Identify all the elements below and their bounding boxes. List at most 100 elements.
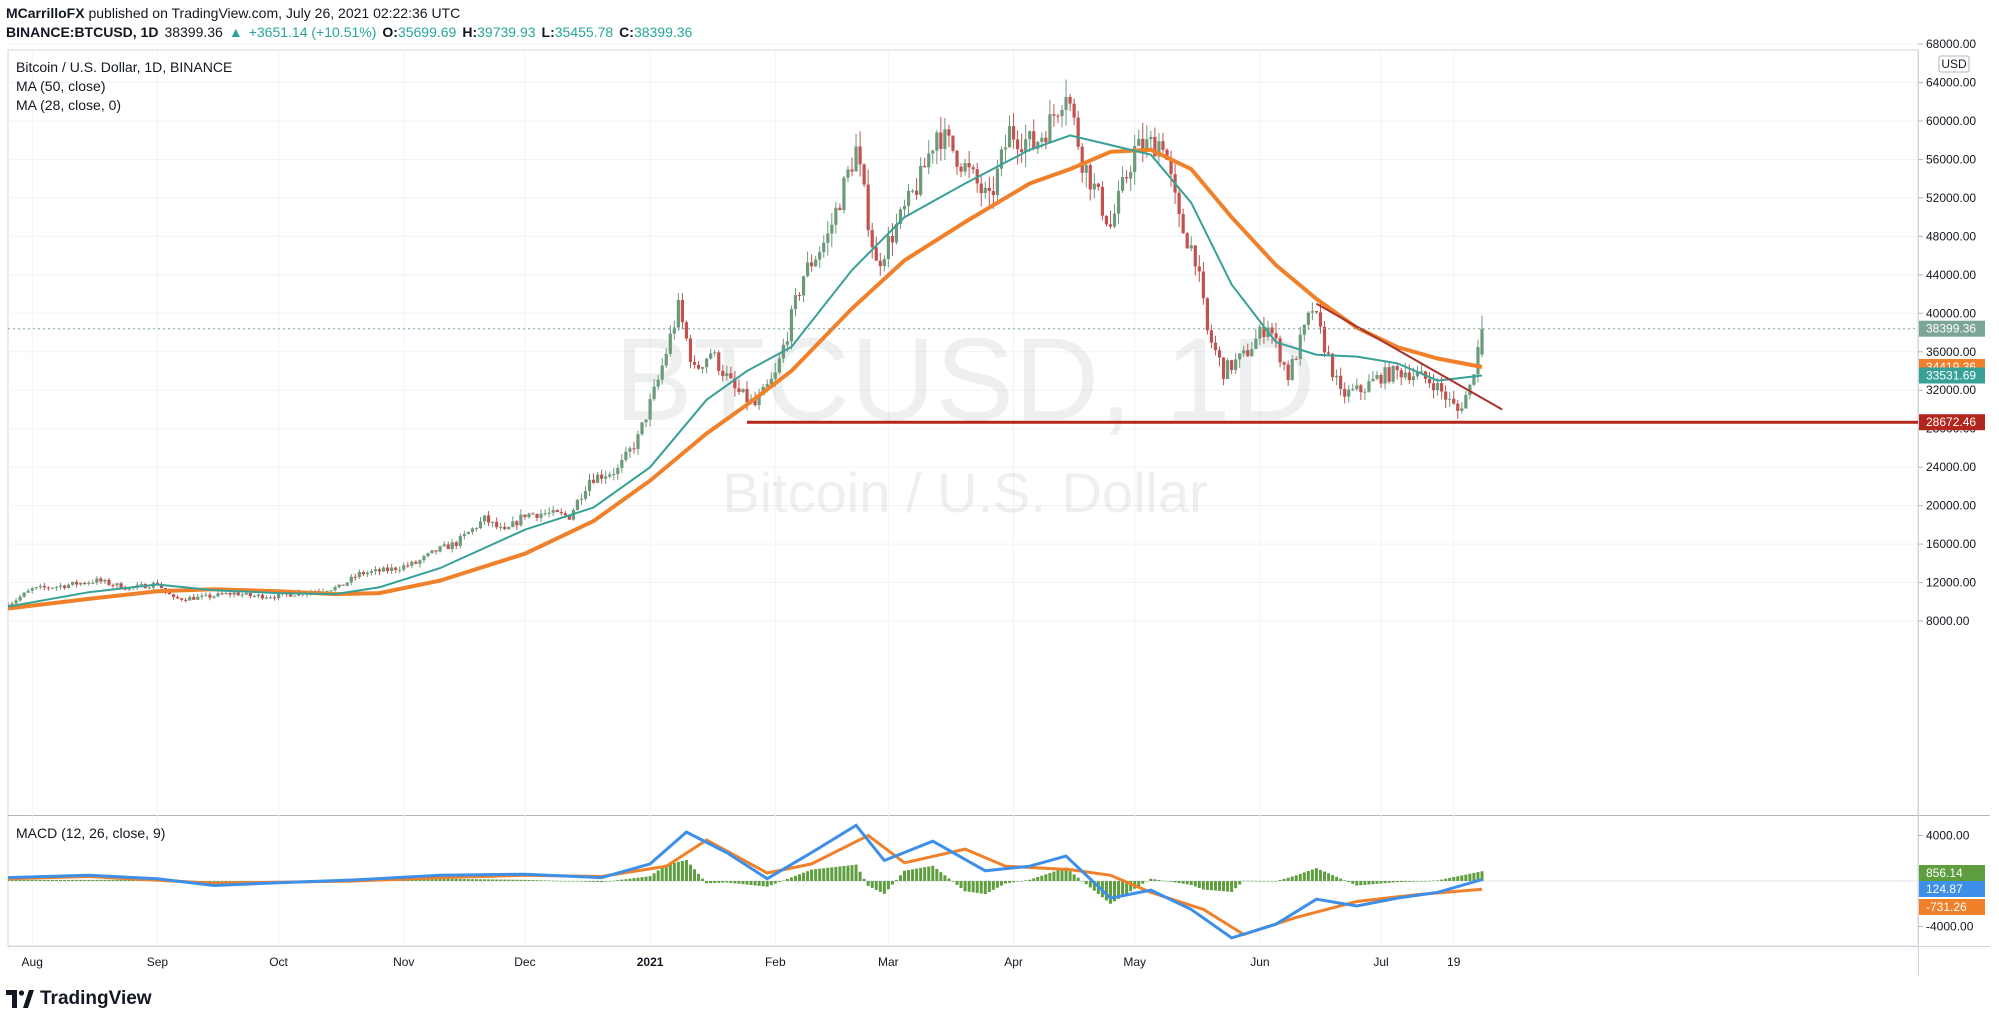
tradingview-logo-icon[interactable] <box>6 990 34 1008</box>
candle-body <box>434 550 438 552</box>
candle-body <box>858 146 862 165</box>
candle-body <box>959 166 963 172</box>
last-price-tag <box>1919 320 1985 337</box>
macd-hist-bar <box>1419 881 1423 882</box>
macd-hist-bar <box>761 881 765 887</box>
macd-hist-bar <box>749 881 753 886</box>
macd-hist-bar <box>927 866 931 881</box>
candle-body <box>1100 186 1104 216</box>
currency-badge[interactable] <box>1938 55 1970 73</box>
candle-body <box>1096 183 1100 187</box>
candle-body <box>1080 146 1084 173</box>
candle-body <box>591 479 596 483</box>
macd-hist-bar <box>1052 871 1056 881</box>
candle-body <box>159 584 164 589</box>
macd-hist-bar <box>539 880 543 881</box>
candle-body <box>337 584 341 588</box>
candle-body <box>910 190 915 192</box>
trend-line[interactable] <box>1315 302 1503 411</box>
candle-body <box>511 521 515 528</box>
brand-name[interactable]: TradingView <box>40 988 152 1009</box>
macd-hist-bar <box>466 879 470 881</box>
candle-body <box>1028 131 1032 140</box>
candle-body <box>176 596 180 599</box>
candle-body <box>1020 149 1024 152</box>
macd-legend[interactable]: MACD (12, 26, close, 9) <box>16 825 165 841</box>
macd-hist-bar <box>503 879 507 881</box>
time-tick-label: Oct <box>269 955 288 969</box>
macd-hist-bar <box>737 881 741 884</box>
price-tick-label: 68000.00 <box>1926 37 1976 51</box>
candle-body <box>442 544 446 547</box>
candle-body <box>264 597 269 599</box>
macd-line[interactable] <box>8 823 1483 940</box>
ma50-legend[interactable]: MA (50, close) <box>16 78 105 94</box>
macd-hist-bar <box>1222 881 1226 892</box>
time-axis[interactable]: Aug Sep Oct Nov Dec 2021 Feb Mar Apr May Jun Jul 19 <box>22 955 1461 969</box>
macd-hist-bar <box>999 881 1003 886</box>
macd-hist-bar <box>1076 877 1080 881</box>
macd-hist-bar <box>648 876 652 881</box>
macd-hist-bar <box>579 881 583 882</box>
low-value: 35455.78 <box>554 24 614 40</box>
candle-body <box>652 386 656 400</box>
author-name[interactable]: MCarrilloFX <box>6 5 85 21</box>
candle-body <box>38 585 42 588</box>
candle-body <box>1238 353 1242 360</box>
candle-body <box>1149 136 1153 140</box>
macd-hist-bar <box>975 881 979 893</box>
macd-hist-bar <box>1302 872 1306 881</box>
macd-hist-bar <box>882 881 886 894</box>
time-tick-label: Jun <box>1250 955 1269 969</box>
macd-axis[interactable]: 4000.00 -4000.00 <box>1918 829 1974 934</box>
candle-body <box>709 353 713 359</box>
macd-hist-bar <box>483 879 487 881</box>
candle-body <box>58 585 63 587</box>
candle-body <box>931 150 935 154</box>
grid <box>8 43 1918 946</box>
macd-hist-bar <box>1428 880 1432 882</box>
macd-hist-bar <box>967 881 971 892</box>
macd-hist-bar <box>709 881 713 884</box>
candle-body <box>107 580 111 585</box>
candle-body <box>26 590 30 593</box>
candle-body <box>75 581 79 585</box>
candle-body <box>369 571 374 573</box>
candle-body <box>406 565 410 567</box>
ma28-line[interactable] <box>8 134 1483 608</box>
publish-line: MCarrilloFX published on TradingView.com… <box>6 4 698 23</box>
ma28-legend[interactable]: MA (28, close, 0) <box>16 97 121 113</box>
candle-body <box>543 513 547 515</box>
macd-hist-bar <box>1294 875 1298 881</box>
candle-body <box>680 299 685 323</box>
candle-body <box>353 576 357 578</box>
macd-hist-bar <box>705 881 709 884</box>
macd-hist-bar <box>1476 872 1480 881</box>
macd-hist-bar <box>656 870 660 881</box>
macd-hist-bar <box>1436 880 1440 881</box>
macd-hist-bar <box>535 880 539 881</box>
macd-hist-bar <box>1016 881 1020 882</box>
macd-hist-bar <box>547 880 551 882</box>
candle-body <box>1165 149 1169 160</box>
candle-body <box>1181 214 1185 234</box>
candle-body <box>1435 383 1440 391</box>
macd-hist-bar <box>890 881 894 885</box>
macd-hist-bar <box>559 880 563 882</box>
macd-hist-bar <box>834 866 838 881</box>
candle-body <box>458 536 462 546</box>
candle-body <box>1032 131 1036 149</box>
candle-body <box>583 491 588 499</box>
macd-hist-bar <box>1092 881 1096 891</box>
macd-hist-bar <box>725 881 729 883</box>
macd-hist-bar <box>46 879 50 881</box>
macd-hist-bar <box>1113 881 1117 902</box>
macd-hist-bar <box>765 881 769 887</box>
price-axis[interactable]: 8000.00 12000.00 16000.00 20000.00 24000.00 2… <box>1918 37 1976 628</box>
candle-body <box>943 129 947 149</box>
macd-hist-bar <box>592 881 596 882</box>
candle-body <box>62 585 67 588</box>
candle-body <box>531 513 535 515</box>
candle-body <box>1112 213 1117 227</box>
